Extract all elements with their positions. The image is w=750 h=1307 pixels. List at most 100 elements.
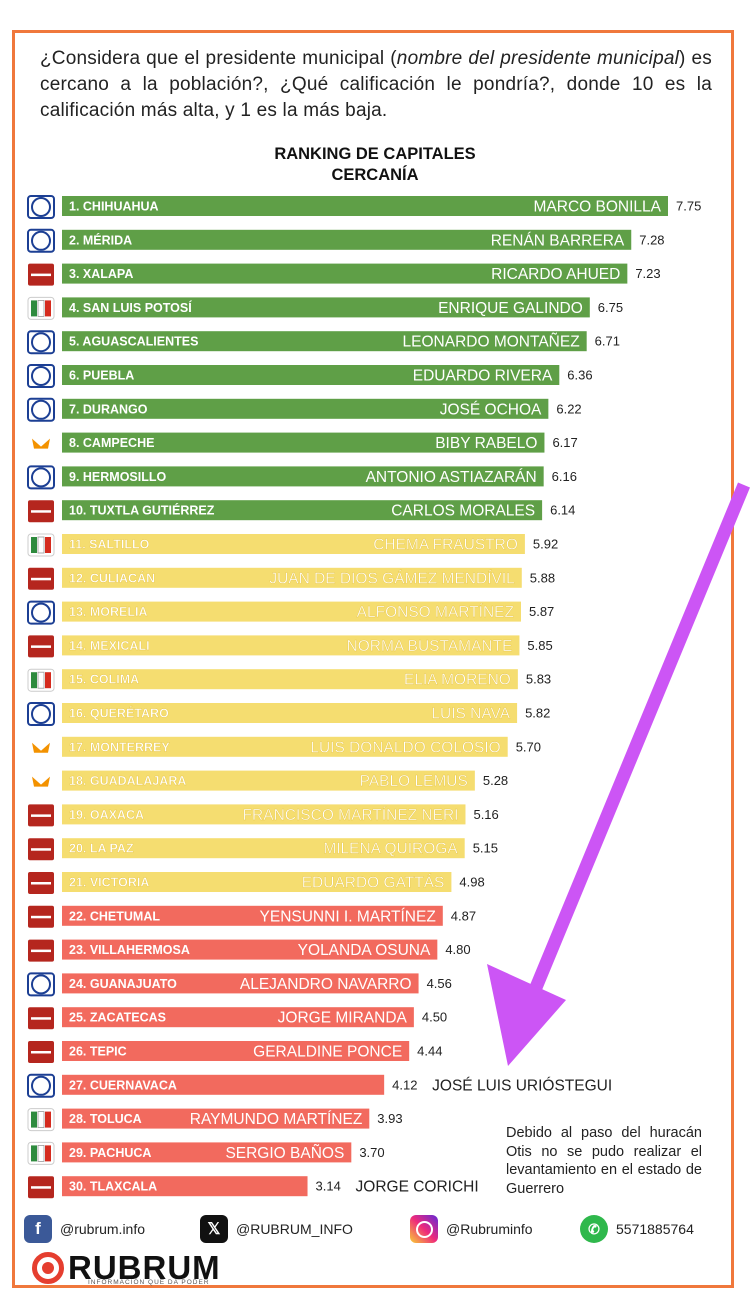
city-label: 14. MEXICALI (69, 639, 150, 653)
bar-row: 1. CHIHUAHUA MARCO BONILLA 7.75 (27, 195, 701, 219)
mayor-label: YOLANDA OSUNA (298, 942, 431, 959)
whatsapp-link[interactable]: ✆ 5571885764 (580, 1212, 694, 1246)
party-logo-icon (27, 195, 55, 219)
value-label: 5.88 (530, 570, 555, 585)
party-logo-icon (27, 702, 55, 726)
city-label: 17. MONTERREY (69, 740, 170, 754)
value-label: 3.70 (359, 1145, 384, 1160)
bar (62, 500, 543, 521)
bar (62, 1142, 352, 1163)
bar (62, 736, 508, 757)
party-logo-icon (27, 1073, 55, 1098)
value-label: 5.92 (533, 537, 558, 552)
chart-subtitle: CERCANÍA (331, 166, 419, 184)
bar-row: 18. GUADALAJARA PABLO LEMUS 5.28 (28, 770, 508, 793)
bar-row: 3. XALAPA RICARDO AHUED 7.23 (28, 263, 661, 286)
value-label: 5.70 (516, 739, 541, 754)
bar-row: 24. GUANAJUATO ALEJANDRO NAVARRO 4.56 (27, 972, 452, 997)
bar (62, 1041, 410, 1061)
bar-row: 22. CHETUMAL YENSUNNI I. MARTÍNEZ 4.87 (28, 905, 476, 928)
party-logo-icon (28, 838, 54, 861)
bar-row: 4. SAN LUIS POTOSÍ ENRIQUE GALINDO 6.75 (27, 296, 623, 320)
mayor-label: JOSÉ OCHOA (440, 401, 542, 418)
bar (62, 872, 452, 892)
party-logo-icon (27, 668, 55, 692)
value-label: 7.28 (639, 232, 664, 247)
mayor-label: LEONARDO MONTAÑEZ (403, 334, 580, 351)
bar (62, 770, 475, 791)
value-label: 3.93 (377, 1111, 402, 1126)
mayor-label: RENÁN BARRERA (491, 232, 625, 249)
mayor-label: GERALDINE PONCE (253, 1044, 402, 1061)
bar (62, 365, 560, 385)
rubrum-logo: RUBRUM (32, 1246, 221, 1290)
value-label: 6.16 (552, 469, 577, 484)
value-label: 5.15 (473, 841, 498, 856)
city-label: 21. VICTORIA (69, 876, 149, 890)
bar (62, 297, 590, 318)
bar-row: 11. SALTILLO CHEMA FRAUSTRO 5.92 (27, 533, 558, 557)
party-logo-icon (28, 500, 54, 523)
frame-border (12, 30, 734, 1288)
party-logo-icon (28, 263, 54, 286)
city-label: 25. ZACATECAS (69, 1011, 166, 1025)
party-logo-icon (27, 364, 55, 388)
party-logo-icon (27, 1141, 55, 1165)
value-label: 6.71 (595, 334, 620, 349)
bar-row: 17. MONTERREY LUIS DONALDO COLOSIO 5.70 (28, 736, 541, 759)
party-logo-icon (28, 1007, 54, 1030)
bar (62, 669, 518, 690)
mayor-label: JORGE MIRANDA (278, 1010, 408, 1027)
city-label: 11. SALTILLO (69, 538, 150, 552)
bar-row: 6. PUEBLA EDUARDO RIVERA 6.36 (27, 364, 593, 388)
value-label: 4.50 (422, 1010, 447, 1025)
bar (62, 1176, 308, 1197)
bar-row: 30. TLAXCALA JORGE CORICHI 3.14 (28, 1176, 479, 1199)
value-label: 6.17 (552, 435, 577, 450)
bar-row: 7. DURANGO JOSÉ OCHOA 6.22 (27, 397, 582, 422)
mayor-label: RAYMUNDO MARTÍNEZ (190, 1111, 363, 1128)
city-label: 7. DURANGO (69, 402, 148, 416)
instagram-handle: @Rubruminfo (446, 1221, 533, 1237)
mayor-label: CARLOS MORALES (391, 503, 535, 520)
bar-row: 26. TEPIC GERALDINE PONCE 4.44 (28, 1041, 442, 1063)
bar (62, 229, 632, 250)
x-link[interactable]: 𝕏 @RUBRUM_INFO (200, 1212, 353, 1246)
bar-row: 14. MEXICALI NORMA BUSTAMANTE 5.85 (28, 635, 553, 658)
pointer-arrow-icon (487, 482, 750, 1066)
x-handle: @RUBRUM_INFO (236, 1221, 353, 1237)
value-label: 5.82 (525, 706, 550, 721)
bar-row: 29. PACHUCA SERGIO BAÑOS 3.70 (27, 1141, 385, 1165)
city-label: 26. TEPIC (69, 1045, 127, 1059)
facebook-link[interactable]: f @rubrum.info (24, 1212, 145, 1246)
bar-row: 13. MORELIA ALFONSO MARTÍNEZ 5.87 (27, 600, 554, 625)
party-logo-icon (28, 905, 54, 928)
bar (62, 973, 419, 994)
bar (62, 331, 587, 352)
bar-row: 9. HERMOSILLO ANTONIO ASTIAZARÁN 6.16 (27, 465, 577, 490)
bar (62, 1074, 385, 1095)
mayor-label: LUIS NAVA (431, 706, 510, 723)
city-label: 5. AGUASCALIENTES (69, 335, 198, 349)
city-label: 24. GUANAJUATO (69, 977, 177, 991)
party-logo-icon (28, 1176, 54, 1199)
value-label: 5.87 (529, 604, 554, 619)
bar-row: 28. TOLUCA RAYMUNDO MARTÍNEZ 3.93 (27, 1108, 403, 1132)
city-label: 15. COLIMA (69, 673, 139, 687)
bar-row: 5. AGUASCALIENTES LEONARDO MONTAÑEZ 6.71 (27, 330, 620, 355)
whatsapp-icon: ✆ (580, 1215, 608, 1243)
city-label: 4. SAN LUIS POTOSÍ (69, 300, 192, 315)
value-label: 6.75 (598, 300, 623, 315)
city-label: 20. LA PAZ (69, 842, 134, 856)
party-logo-icon (27, 330, 55, 355)
chart-title-block: RANKING DE CAPITALES CERCANÍA (150, 144, 600, 186)
party-logo-icon (28, 432, 54, 455)
instagram-link[interactable]: @Rubruminfo (410, 1212, 533, 1246)
city-label: 18. GUADALAJARA (69, 774, 186, 788)
bar-row: 23. VILLAHERMOSA YOLANDA OSUNA 4.80 (28, 939, 471, 962)
city-label: 12. CULIACÁN (69, 570, 155, 585)
mayor-label: LUIS DONALDO COLOSIO (310, 739, 500, 756)
city-label: 6. PUEBLA (69, 369, 134, 383)
bar-row: 20. LA PAZ MILENA QUIROGA 5.15 (28, 838, 498, 861)
bar (62, 432, 545, 453)
